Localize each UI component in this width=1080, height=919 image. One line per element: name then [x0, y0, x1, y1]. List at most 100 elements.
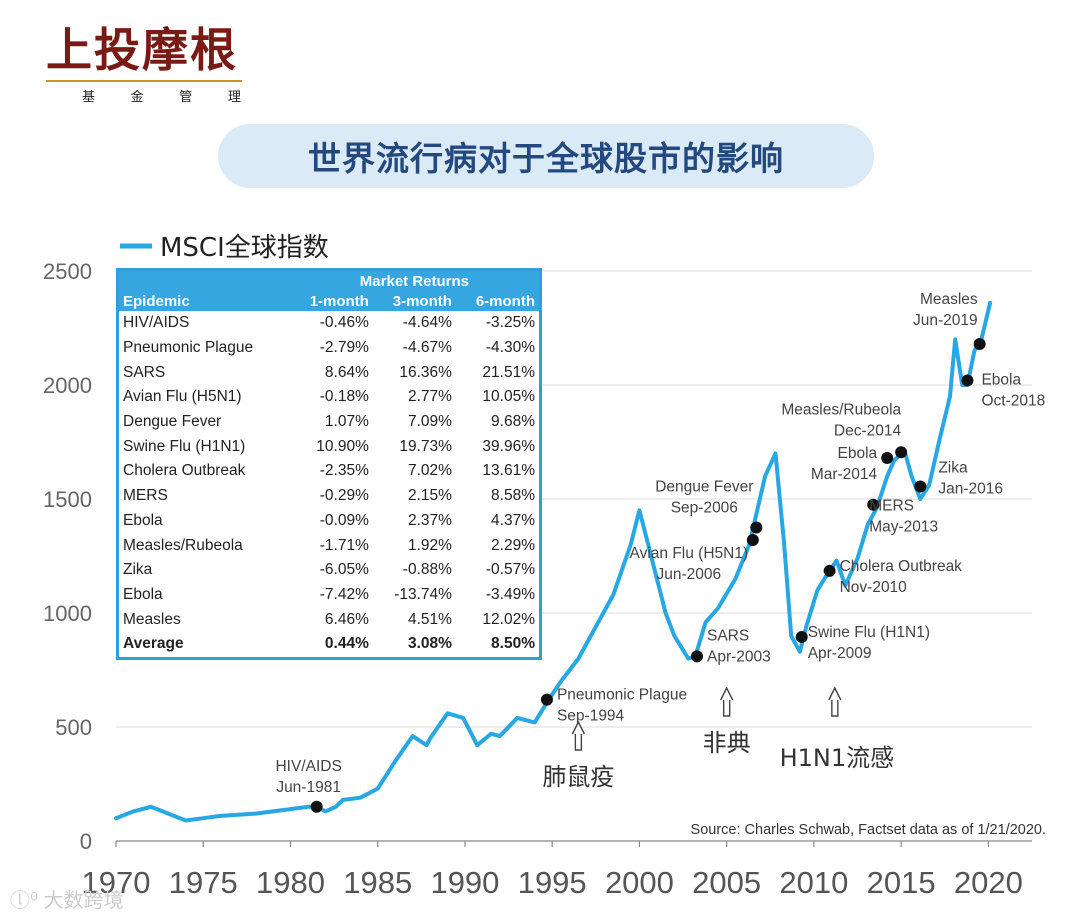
- cell-1-month: -2.79%: [319, 339, 369, 357]
- cell-6-month: 8.58%: [491, 487, 535, 505]
- event-label-date: Sep-1994: [557, 708, 625, 725]
- cell-6-month: -3.25%: [485, 314, 535, 332]
- cell-6-month: 10.05%: [482, 388, 535, 406]
- cell-epidemic: Dengue Fever: [123, 413, 222, 431]
- cell-6-month: -3.49%: [485, 585, 535, 603]
- x-tick-label: 1990: [430, 865, 499, 900]
- cell-3-month: 4.51%: [407, 610, 452, 628]
- event-marker: [795, 630, 808, 643]
- event-marker: [746, 534, 759, 547]
- event-label-name: SARS: [707, 627, 749, 644]
- table-row: Swine Flu (H1N1) 10.90% 19.73% 39.96%: [119, 434, 539, 459]
- cell-1-month: 8.64%: [324, 363, 369, 381]
- table-row: MERS -0.29% 2.15% 8.58%: [119, 484, 539, 509]
- event-label-name: MERS: [869, 498, 914, 515]
- cell-epidemic: Zika: [123, 561, 153, 579]
- event-label-name: Pneumonic Plague: [557, 687, 687, 704]
- cell-3-month: 19.73%: [399, 437, 452, 455]
- average-label: Average: [123, 635, 184, 653]
- cell-6-month: -4.30%: [485, 339, 535, 357]
- event-marker: [823, 564, 836, 577]
- table-row-average: Average 0.44% 3.08% 8.50%: [119, 632, 539, 657]
- cell-epidemic: Swine Flu (H1N1): [123, 437, 246, 455]
- watermark: ⓛ⁰ 大数跨境: [10, 884, 124, 913]
- brand-rule: [46, 80, 242, 82]
- event-label-date: Jun-2019: [913, 312, 978, 329]
- callout-label: 肺鼠疫: [542, 763, 614, 791]
- callout-arrow-icon: [720, 686, 734, 717]
- x-tick-label: 1975: [169, 865, 238, 900]
- event-label-name: Swine Flu (H1N1): [808, 624, 930, 641]
- event-label-name: Dengue Fever: [655, 479, 753, 496]
- cell-3-month: 7.02%: [407, 462, 452, 480]
- event-label-name: Avian Flu (H5N1): [630, 545, 749, 562]
- event-marker: [867, 498, 880, 511]
- x-tick-label: 2020: [954, 865, 1023, 900]
- event-label-name: Measles/Rubeola: [781, 401, 901, 418]
- table-row: HIV/AIDS -0.46% -4.64% -3.25%: [119, 311, 539, 336]
- event-label-date: Jan-2016: [938, 480, 1003, 497]
- x-tick-label: 2000: [605, 865, 674, 900]
- watermark-text: 大数跨境: [43, 890, 124, 912]
- brand-subtitle: 基 金 管 理: [82, 89, 257, 104]
- event-label-date: Oct-2018: [981, 392, 1045, 409]
- table-row: Cholera Outbreak -2.35% 7.02% 13.61%: [119, 459, 539, 484]
- average-6-month: 8.50%: [491, 635, 535, 653]
- event-label-name: Measles: [920, 291, 978, 308]
- callout-label: 非典: [703, 729, 751, 757]
- event-label-name: Ebola: [981, 371, 1021, 388]
- cell-epidemic: Measles/Rubeola: [123, 536, 243, 554]
- x-tick-label: 1985: [343, 865, 412, 900]
- col-header-epidemic: Epidemic: [119, 291, 290, 311]
- watermark-icon: ⓛ⁰: [10, 890, 39, 912]
- event-label-date: Apr-2003: [707, 648, 771, 665]
- title-banner: 世界流行病对于全球股市的影响: [218, 124, 874, 188]
- cell-6-month: 2.29%: [491, 536, 535, 554]
- event-label-date: Nov-2010: [840, 579, 908, 596]
- cell-1-month: 6.46%: [324, 610, 369, 628]
- event-marker: [973, 337, 986, 350]
- cell-3-month: -4.64%: [402, 314, 452, 332]
- table-row: Measles/Rubeola -1.71% 1.92% 2.29%: [119, 533, 539, 558]
- col-header-3-month: 3-month: [372, 291, 456, 311]
- cell-epidemic: MERS: [123, 487, 168, 505]
- y-tick-label: 1000: [43, 601, 92, 626]
- event-marker: [961, 374, 974, 387]
- cell-3-month: 2.15%: [407, 487, 452, 505]
- event-label-date: Dec-2014: [834, 422, 902, 439]
- event-label-date: Jun-1981: [276, 779, 341, 796]
- x-tick-label: 2005: [692, 865, 761, 900]
- cell-6-month: 39.96%: [482, 437, 535, 455]
- average-3-month: 3.08%: [407, 635, 452, 653]
- cell-3-month: 7.09%: [407, 413, 452, 431]
- cell-epidemic: HIV/AIDS: [123, 314, 190, 332]
- cell-3-month: -13.74%: [394, 585, 452, 603]
- cell-1-month: -7.42%: [319, 585, 369, 603]
- table-row: Dengue Fever 1.07% 7.09% 9.68%: [119, 410, 539, 435]
- cell-3-month: 1.92%: [407, 536, 452, 554]
- event-label-date: Jun-2006: [657, 566, 722, 583]
- cell-3-month: 2.77%: [407, 388, 452, 406]
- event-marker: [750, 521, 763, 534]
- page-title: 世界流行病对于全球股市的影响: [308, 139, 784, 178]
- event-marker: [914, 480, 927, 493]
- brand-logo: 上投摩根 基 金 管 理: [46, 22, 246, 105]
- event-label-name: Ebola: [838, 445, 878, 462]
- cell-6-month: 12.02%: [482, 610, 535, 628]
- cell-epidemic: Measles: [123, 610, 181, 628]
- table-row: Ebola -0.09% 2.37% 4.37%: [119, 509, 539, 534]
- event-label-date: May-2013: [869, 519, 938, 536]
- cell-3-month: 2.37%: [407, 511, 452, 529]
- callout-label: H1N1流感: [780, 744, 895, 772]
- table-spacer-header: [119, 271, 290, 291]
- cell-epidemic: Cholera Outbreak: [123, 462, 246, 480]
- x-tick-label: 2015: [867, 865, 936, 900]
- table-row: Ebola -7.42% -13.74% -3.49%: [119, 583, 539, 608]
- col-header-1-month: 1-month: [289, 291, 373, 311]
- cell-1-month: -0.18%: [319, 388, 369, 406]
- x-tick-label: 1980: [256, 865, 325, 900]
- cell-1-month: -0.09%: [319, 511, 369, 529]
- y-tick-label: 2500: [43, 259, 92, 284]
- event-label-name: Cholera Outbreak: [840, 558, 963, 575]
- table-row: Measles 6.46% 4.51% 12.02%: [119, 607, 539, 632]
